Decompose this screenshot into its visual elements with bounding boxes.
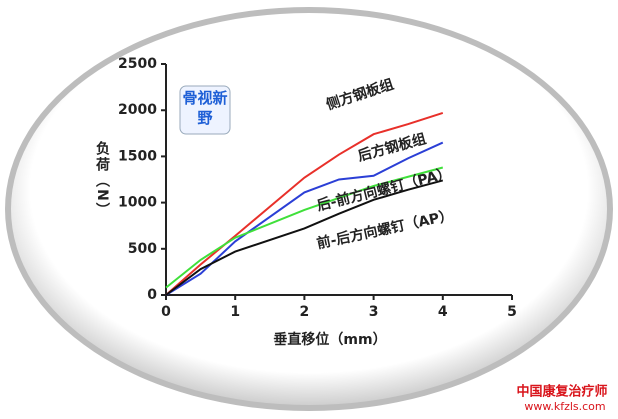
x-tick-label: 1: [230, 304, 240, 320]
y-axis-label: 负荷（N）: [94, 140, 111, 218]
series-line: [165, 141, 444, 296]
series-line: [165, 112, 444, 296]
x-tick-label: 2: [300, 304, 310, 320]
y-tick-label: 500: [128, 241, 157, 257]
series-line: [165, 166, 444, 289]
watermark-1: 中国康复治疗师: [516, 384, 607, 400]
logo-wrap: 骨视新野: [182, 89, 228, 127]
x-tick-label: 3: [369, 304, 379, 320]
series-line: [165, 179, 444, 296]
y-tick-label: 0: [147, 287, 157, 303]
x-tick-label: 0: [161, 304, 171, 320]
x-axis-label: 垂直移位（mm）: [273, 331, 386, 348]
y-tick-label: 2500: [118, 56, 157, 72]
y-tick-label: 1500: [118, 148, 157, 164]
logo: 骨视新野: [182, 89, 228, 127]
logo-box: [179, 85, 231, 135]
y-tick-label: 2000: [118, 102, 157, 118]
watermark-2: www.kfzls.com: [524, 400, 605, 413]
x-tick-label: 5: [507, 304, 517, 320]
x-tick-label: 4: [438, 304, 448, 320]
y-tick-label: 1000: [118, 195, 157, 211]
